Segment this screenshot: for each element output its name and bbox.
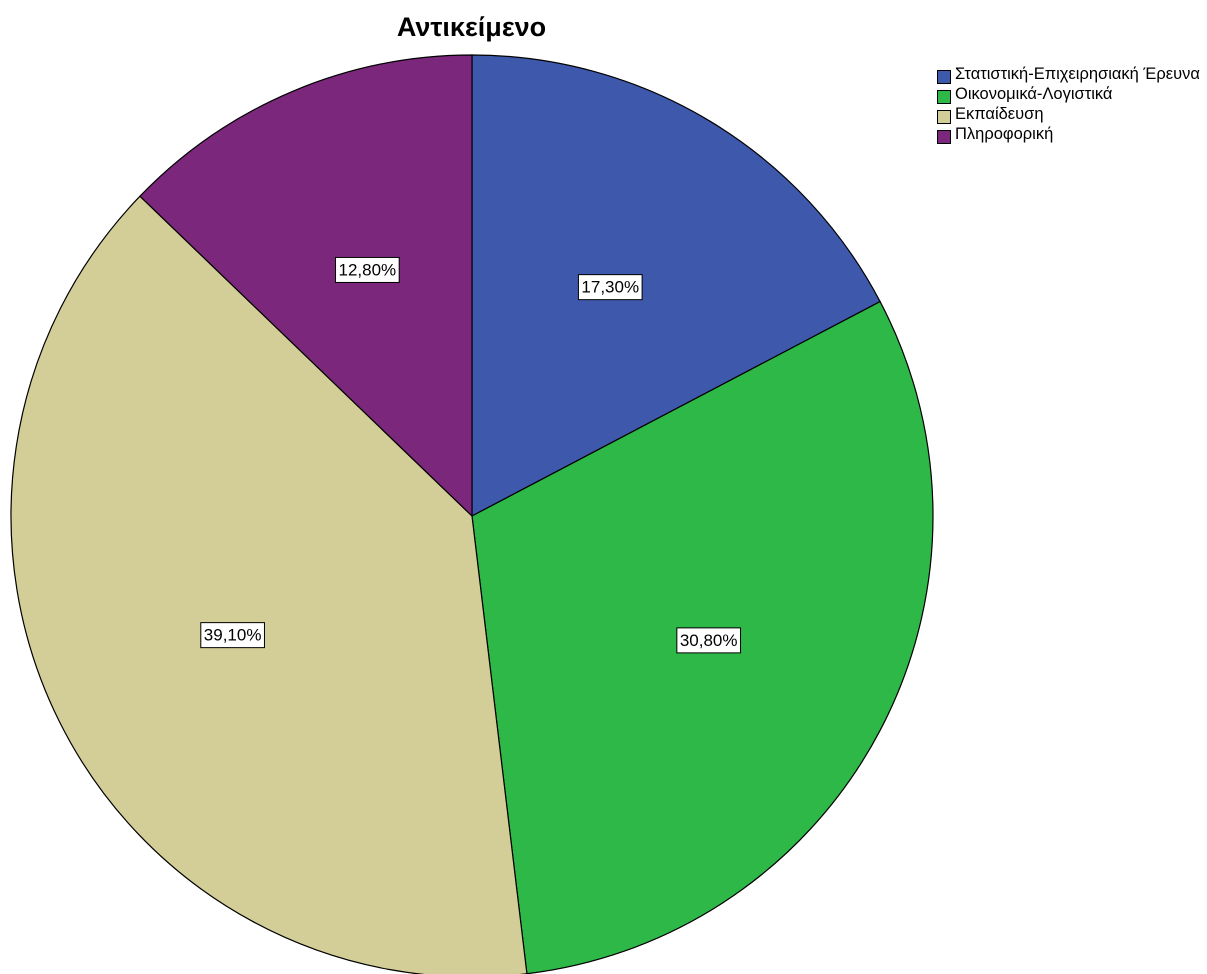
pie-slices	[10, 54, 934, 974]
chart-title: Αντικείμενο	[396, 12, 547, 42]
pie-slice-3	[10, 195, 528, 974]
legend-item-3: Εκπαίδευση	[937, 106, 1202, 124]
legend-swatch-4	[937, 130, 951, 144]
pie-slice-1	[471, 54, 881, 517]
data-label-text-4: 12,80%	[339, 260, 397, 279]
legend-item-1: Στατιστική-Επιχειρησιακή Έρευνα	[937, 66, 1202, 84]
data-label-text-2: 30,80%	[680, 631, 738, 650]
legend-swatch-3	[937, 110, 951, 124]
pie-data-labels: 17,30% 30,80% 39,10% 12,80%	[200, 256, 742, 654]
legend-item-2: Οικονομικά-Λογιστικά	[937, 86, 1202, 104]
data-label-1: 17,30%	[577, 274, 643, 301]
pie-slice-4	[139, 54, 473, 518]
legend-swatch-2	[937, 90, 951, 104]
data-label-text-3: 39,10%	[204, 626, 262, 645]
data-label-text-1: 17,30%	[581, 278, 639, 297]
legend-swatch-1	[937, 70, 951, 84]
data-label-box-3	[200, 622, 265, 649]
legend-label-4: Πληροφορική	[955, 125, 1054, 143]
data-label-box-4	[335, 256, 400, 283]
data-label-3: 39,10%	[200, 622, 265, 649]
data-label-box-2	[676, 627, 742, 654]
data-label-4: 12,80%	[335, 256, 400, 283]
data-label-2: 30,80%	[676, 627, 742, 654]
legend: Στατιστική-Επιχειρησιακή Έρευνα Οικονομικ…	[937, 66, 1202, 146]
legend-label-1: Στατιστική-Επιχειρησιακή Έρευνα	[955, 65, 1200, 83]
legend-label-3: Εκπαίδευση	[955, 105, 1044, 123]
legend-item-4: Πληροφορική	[937, 126, 1202, 144]
data-label-box-1	[577, 274, 643, 301]
legend-label-2: Οικονομικά-Λογιστικά	[955, 85, 1113, 103]
